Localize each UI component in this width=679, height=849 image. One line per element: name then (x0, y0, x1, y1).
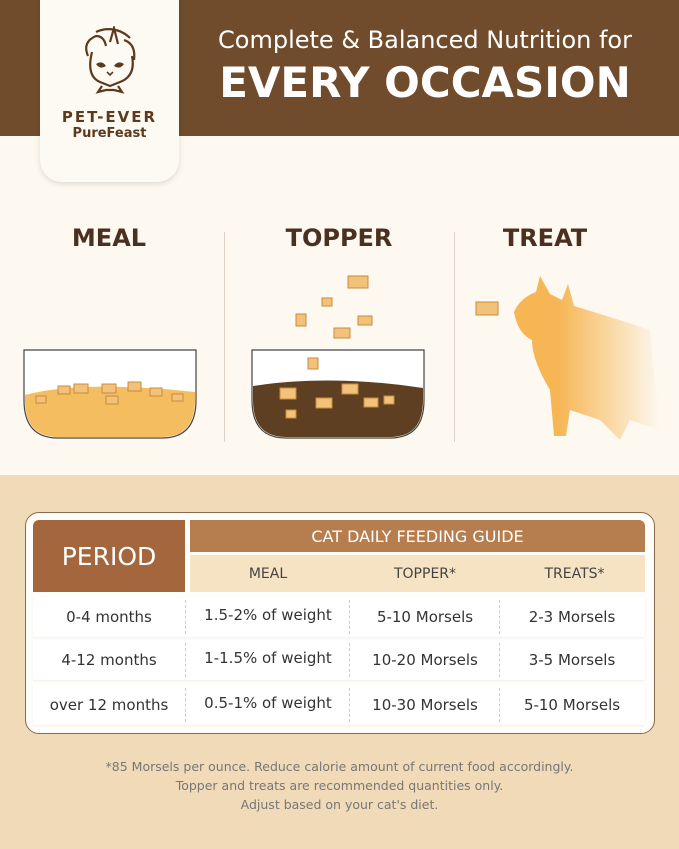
meal-cell: 1.5-2% of weight (204, 606, 332, 624)
footnote-line: *85 Morsels per ounce. Reduce calorie am… (105, 759, 574, 774)
topper-bowl-icon (251, 275, 425, 439)
treats-cell: 2-3 Morsels (528, 608, 616, 626)
treats-cell: 3-5 Morsels (528, 651, 616, 669)
topper-cell: 10-20 Morsels (372, 651, 478, 669)
section-treat-title: TREAT (502, 224, 588, 252)
table-row: 4-12 months 1-1.5% of weight 10-20 Morse… (33, 640, 645, 680)
brand-name: PET-EVER (61, 108, 158, 126)
guide-header: CAT DAILY FEEDING GUIDE (190, 520, 645, 552)
topper-cell: 5-10 Morsels (376, 608, 474, 626)
section-divider (224, 232, 225, 442)
treats-cell: 5-10 Morsels (523, 696, 621, 714)
period-header: PERIOD (33, 520, 185, 592)
cat-dog-logo-icon (85, 26, 136, 94)
footnote-line: Topper and treats are recommended quanti… (175, 778, 504, 793)
column-header-meal: MEAL (248, 565, 288, 582)
meal-bowl-icon (23, 349, 197, 439)
table-row: over 12 months 0.5-1% of weight 10-30 Mo… (33, 685, 645, 725)
period-cell: over 12 months (49, 696, 169, 714)
column-header-topper: TOPPER* (393, 565, 457, 582)
period-cell: 0-4 months (66, 608, 152, 626)
footnote-line: Adjust based on your cat's diet. (240, 797, 439, 812)
section-topper-title: TOPPER (285, 224, 393, 252)
meal-cell: 0.5-1% of weight (204, 694, 332, 712)
column-header-treats: TREATS* (544, 565, 605, 582)
topper-cell: 10-30 Morsels (372, 696, 478, 714)
brand-logo: PET-EVER PureFeast (40, 0, 179, 182)
section-meal-title: MEAL (71, 224, 147, 252)
cat-treat-illustration (475, 276, 660, 440)
meal-cell: 1-1.5% of weight (204, 649, 332, 667)
period-cell: 4-12 months (61, 651, 157, 669)
headline-line2: EVERY OCCASION (219, 58, 631, 107)
brand-subname: PureFeast (72, 126, 147, 141)
column-header-row: MEAL TOPPER* TREATS* (190, 555, 645, 592)
section-divider (454, 232, 455, 442)
headline-line1: Complete & Balanced Nutrition for (218, 26, 632, 54)
table-row: 0-4 months 1.5-2% of weight 5-10 Morsels… (33, 597, 645, 637)
